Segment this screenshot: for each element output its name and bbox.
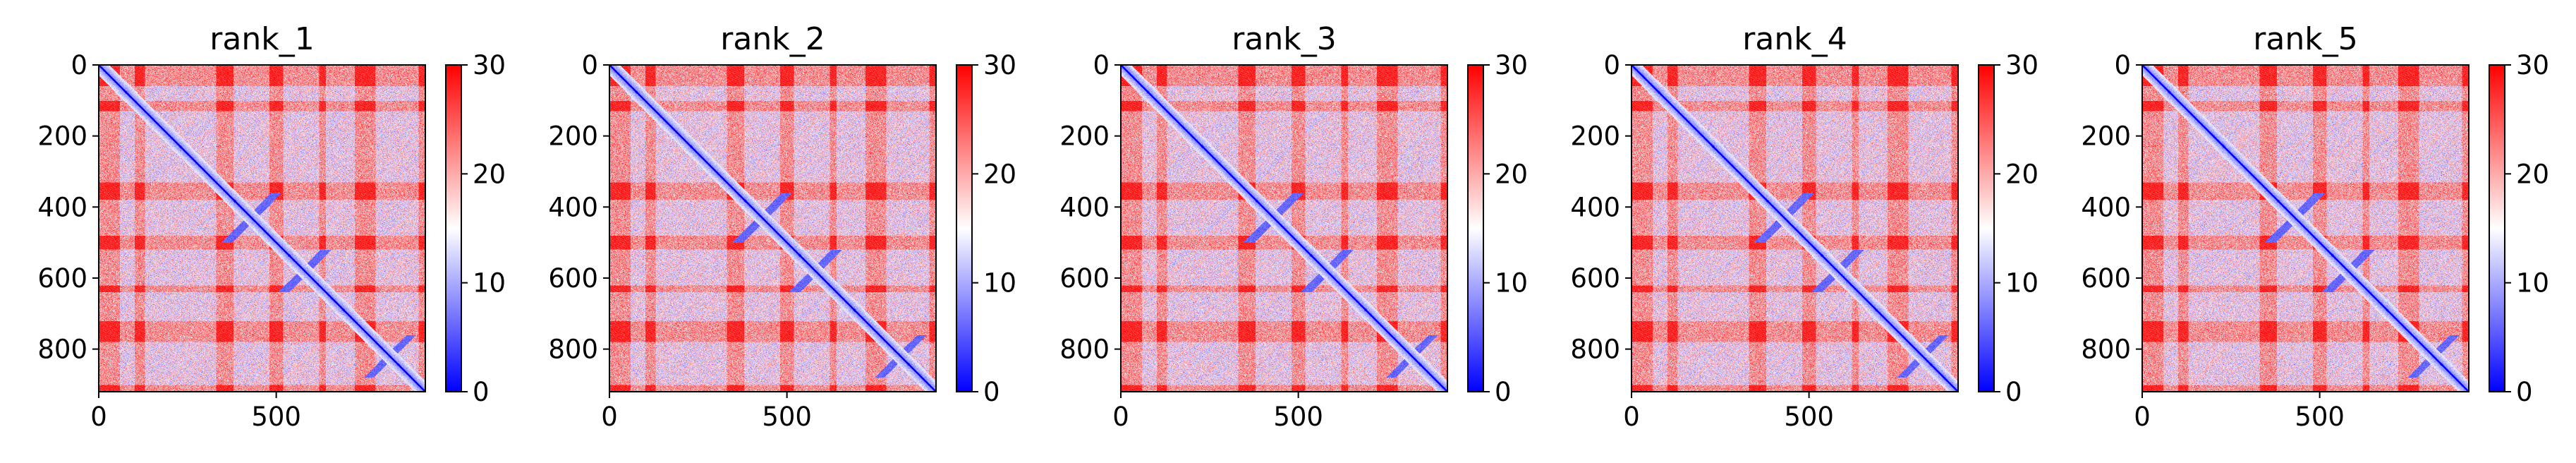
- y-tick-label: 0: [1093, 50, 1110, 80]
- heatmap-image: [2142, 65, 2469, 392]
- colorbar-gradient: [1468, 65, 1483, 392]
- colorbar-tick-label: 10: [473, 268, 506, 299]
- colorbar-tick-label: 20: [473, 159, 506, 189]
- colorbar-tick-label: 20: [2005, 159, 2039, 189]
- y-tick-label: 200: [1059, 121, 1110, 152]
- colorbar-tick-label: 30: [983, 50, 1016, 80]
- x-tick-label: 0: [2134, 402, 2151, 432]
- colorbar-frame: [445, 64, 462, 392]
- colorbar-tick-label: 30: [1495, 50, 1528, 80]
- axes-frame: [609, 64, 937, 392]
- axes-frame: [1631, 64, 1959, 392]
- colorbar-tick-label: 20: [983, 159, 1016, 189]
- y-tick-label: 600: [548, 263, 598, 294]
- heatmap-image: [1121, 65, 1447, 392]
- colorbar-frame: [1978, 64, 1995, 392]
- axes-frame: [2141, 64, 2469, 392]
- x-tick-label: 500: [1784, 402, 1834, 432]
- colorbar-frame: [956, 64, 973, 392]
- y-tick-label: 600: [2081, 263, 2131, 294]
- colorbar-gradient: [446, 65, 461, 392]
- colorbar-tick-label: 10: [1495, 268, 1528, 299]
- colorbar-tick-label: 30: [473, 50, 506, 80]
- colorbar-frame: [1467, 64, 1484, 392]
- panel-title: rank_5: [2253, 21, 2357, 57]
- axes-frame: [1120, 64, 1448, 392]
- x-tick-label: 500: [762, 402, 812, 432]
- heatmap-image: [99, 65, 425, 392]
- y-tick-label: 400: [548, 192, 598, 222]
- y-tick-label: 400: [1570, 192, 1620, 222]
- y-tick-label: 800: [1059, 335, 1110, 365]
- x-tick-label: 0: [601, 402, 618, 432]
- y-tick-label: 800: [37, 335, 87, 365]
- colorbar-tick-label: 20: [1495, 159, 1528, 189]
- panel-title: rank_3: [1232, 21, 1336, 57]
- y-tick-label: 200: [548, 121, 598, 152]
- y-tick-label: 200: [1570, 121, 1620, 152]
- heatmap-panel: rank_1 0 500 0 200 400 600 800 0 10 20 30: [37, 21, 506, 432]
- heatmap-panel: rank_5 0 500 0 200 400 600 800 0 10 20 30: [2081, 21, 2549, 432]
- y-tick-label: 0: [2114, 50, 2131, 80]
- colorbar-frame: [2489, 64, 2505, 392]
- colorbar-tick-label: 0: [2516, 377, 2533, 407]
- y-tick-label: 800: [1570, 335, 1620, 365]
- y-tick-label: 600: [1059, 263, 1110, 294]
- colorbar-tick-label: 0: [473, 377, 490, 407]
- colorbar-gradient: [1979, 65, 1994, 392]
- y-tick-label: 0: [581, 50, 598, 80]
- x-tick-label: 500: [2295, 402, 2345, 432]
- colorbar-tick-label: 0: [983, 377, 1000, 407]
- colorbar-tick-label: 0: [1495, 377, 1512, 407]
- colorbar-tick-label: 10: [2516, 268, 2549, 299]
- colorbar-tick-label: 10: [983, 268, 1016, 299]
- colorbar-gradient: [2489, 65, 2505, 392]
- colorbar-tick-label: 0: [2005, 377, 2022, 407]
- y-tick-label: 600: [37, 263, 87, 294]
- y-tick-label: 200: [2081, 121, 2131, 152]
- y-tick-label: 0: [1603, 50, 1620, 80]
- y-tick-label: 200: [37, 121, 87, 152]
- x-tick-label: 0: [1623, 402, 1640, 432]
- y-tick-label: 600: [1570, 263, 1620, 294]
- panel-title: rank_2: [720, 21, 825, 57]
- y-tick-label: 400: [1059, 192, 1110, 222]
- colorbar-tick-label: 30: [2516, 50, 2549, 80]
- colorbar-tick-label: 10: [2005, 268, 2039, 299]
- colorbar-gradient: [956, 65, 972, 392]
- panel-title: rank_4: [1742, 21, 1847, 57]
- y-tick-label: 0: [71, 50, 87, 80]
- y-tick-label: 400: [37, 192, 87, 222]
- heatmap-image: [1632, 65, 1958, 392]
- x-tick-label: 500: [1273, 402, 1323, 432]
- x-tick-label: 0: [90, 402, 107, 432]
- y-tick-label: 800: [548, 335, 598, 365]
- heatmap-panel: rank_2 0 500 0 200 400 600 800 0 10 20 30: [548, 21, 1016, 432]
- heatmap-image: [609, 65, 936, 392]
- heatmap-panel: rank_4 0 500 0 200 400 600 800 0 10 20 30: [1570, 21, 2039, 432]
- panel-title: rank_1: [209, 21, 314, 57]
- y-tick-label: 800: [2081, 335, 2131, 365]
- y-tick-label: 400: [2081, 192, 2131, 222]
- colorbar-tick-label: 20: [2516, 159, 2549, 189]
- colorbar-tick-label: 30: [2005, 50, 2039, 80]
- x-tick-label: 500: [251, 402, 301, 432]
- axes-frame: [98, 64, 426, 392]
- heatmap-panel: rank_3 0 500 0 200 400 600 800 0 10 20 30: [1059, 21, 1528, 432]
- x-tick-label: 0: [1112, 402, 1129, 432]
